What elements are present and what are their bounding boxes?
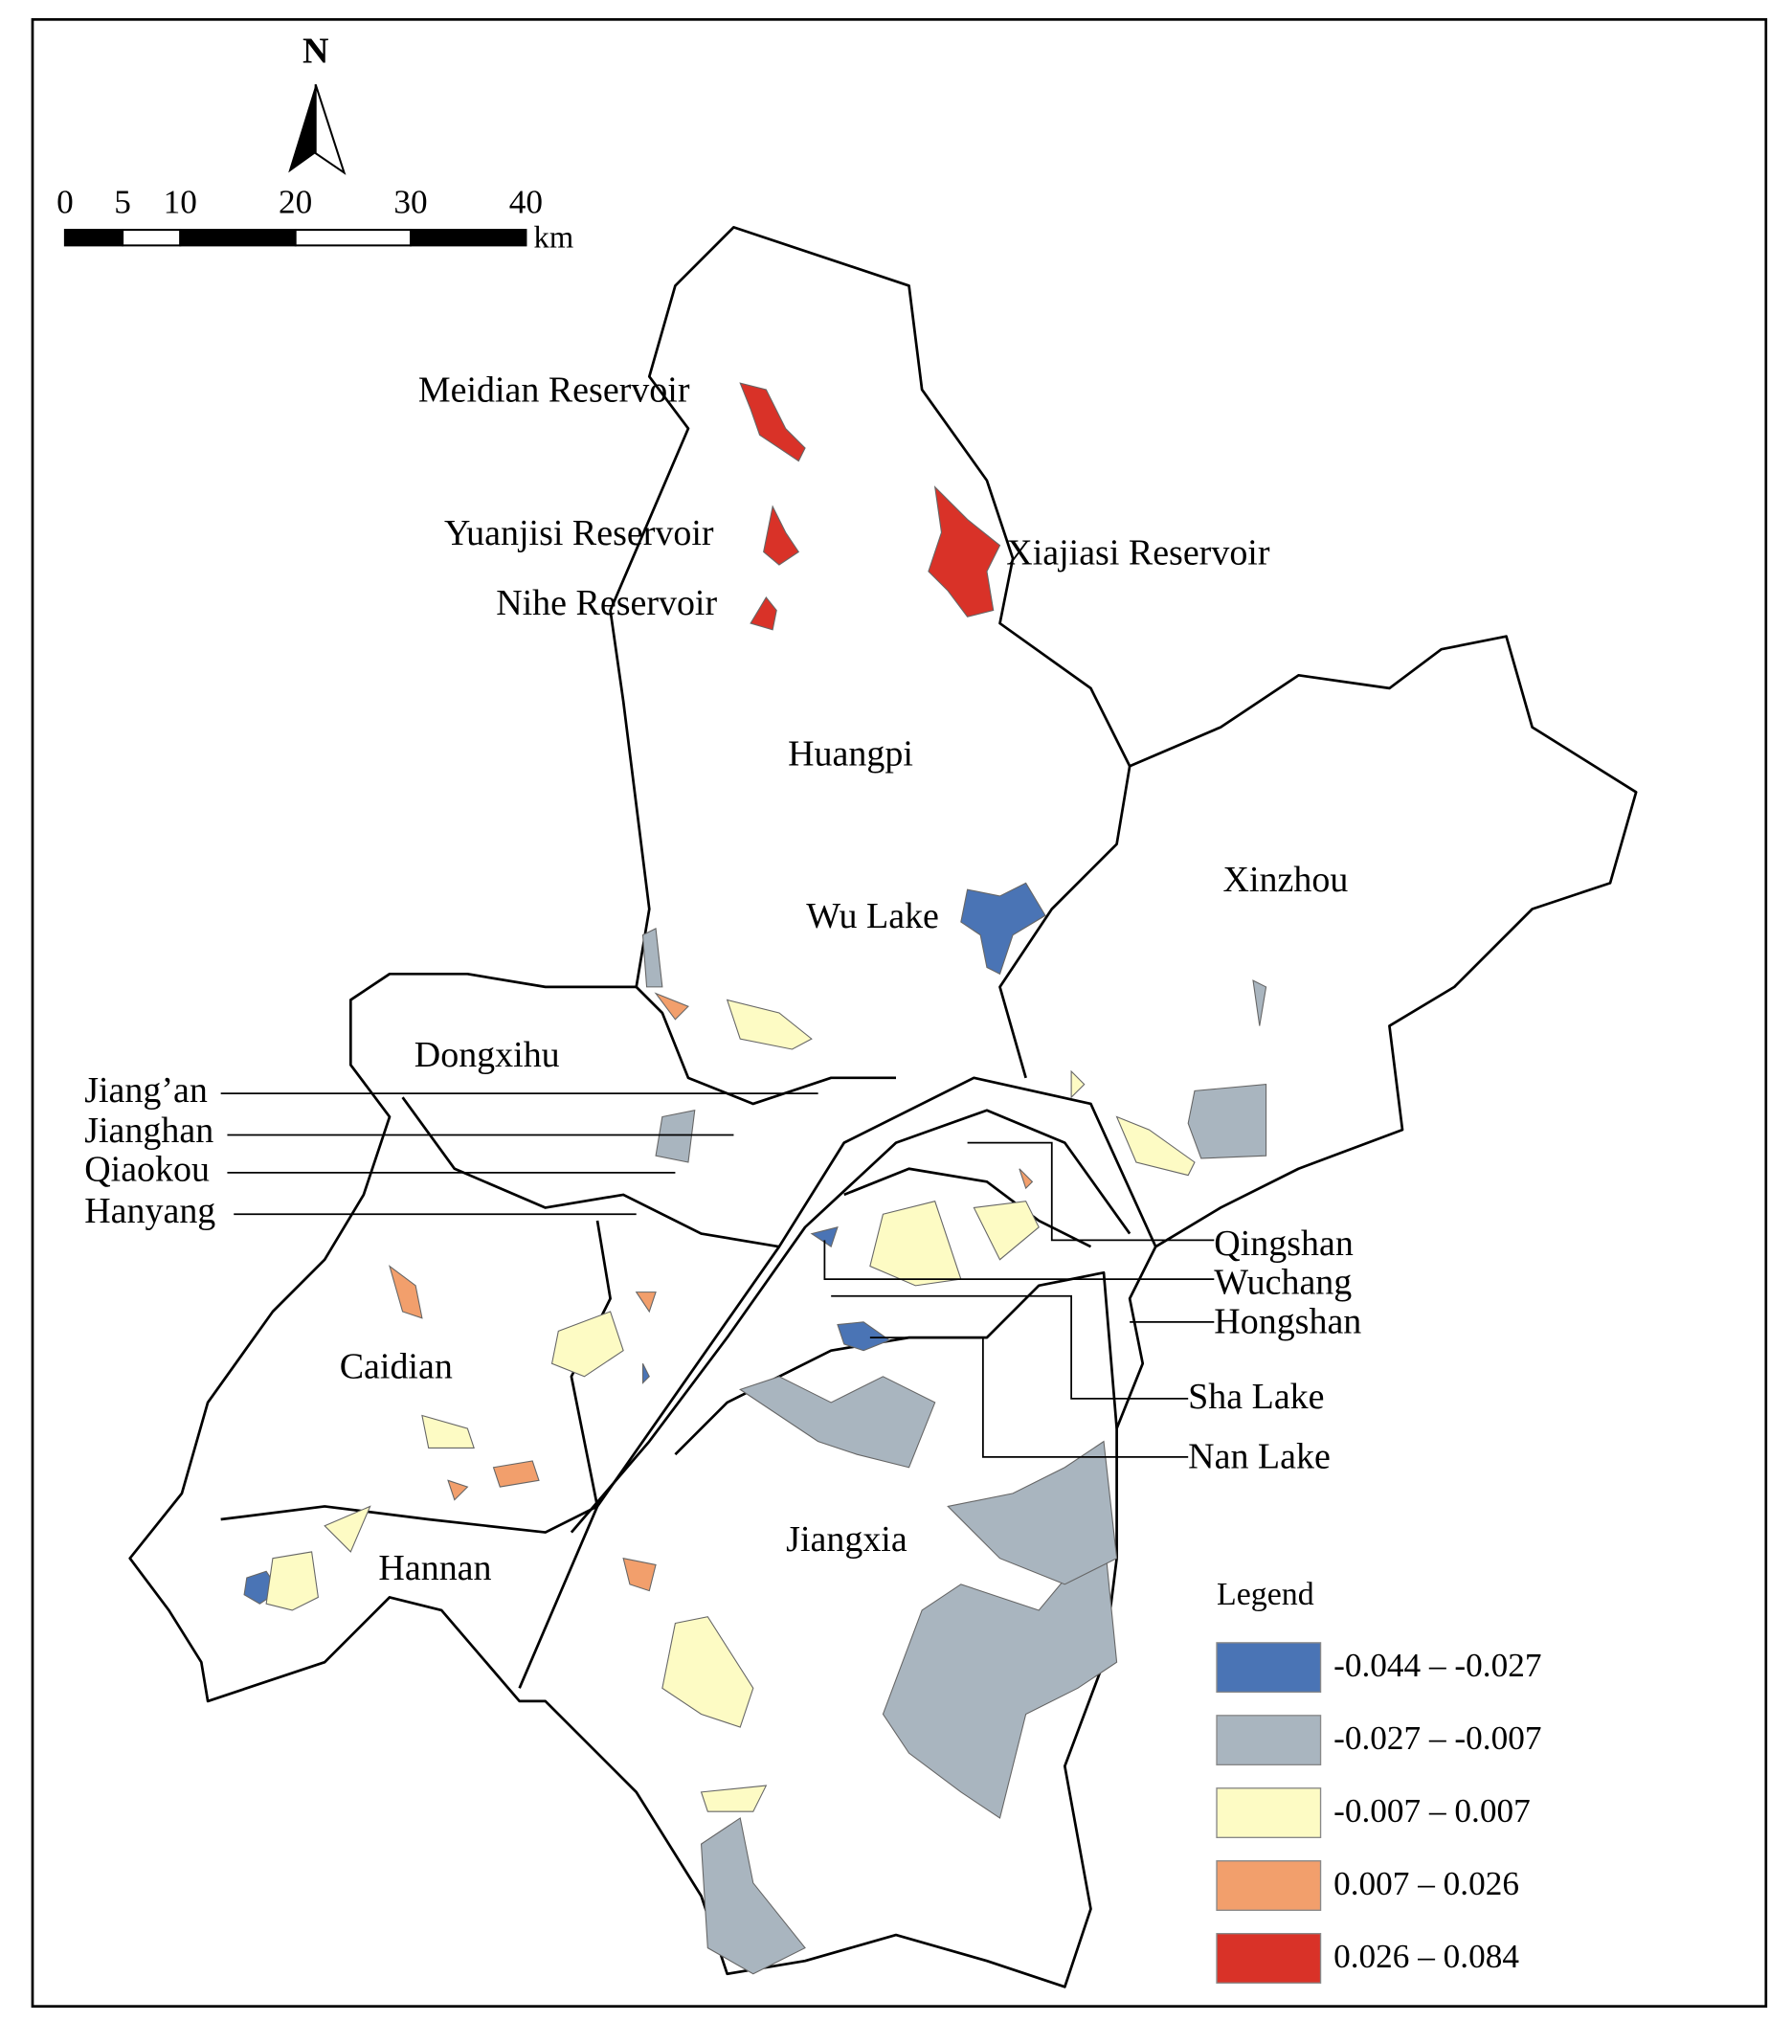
water-body — [763, 505, 800, 566]
water-label: Meidian Reservoir — [418, 371, 690, 411]
water-body — [421, 1414, 475, 1449]
legend-label: 0.026 – 0.084 — [1333, 1938, 1519, 1975]
water-label: Nihe Reservoir — [496, 583, 717, 623]
water-body — [1115, 1115, 1196, 1177]
district-boundary — [998, 766, 1131, 1079]
north-arrow — [288, 84, 316, 173]
legend-swatch — [1216, 1860, 1322, 1911]
city-boundary — [128, 226, 1638, 1988]
district-label: Jianghan — [84, 1111, 213, 1151]
district-label: Qiaokou — [84, 1150, 210, 1190]
frame — [31, 17, 1768, 2009]
district-label: Huangpi — [788, 734, 913, 775]
water-body — [869, 1201, 962, 1287]
legend-label: 0.007 – 0.026 — [1333, 1865, 1519, 1902]
leader-lines — [220, 1092, 1215, 1458]
water-body — [447, 1479, 469, 1501]
legend-swatch — [1216, 1933, 1322, 1984]
leader-line — [831, 1294, 1189, 1400]
leader-line — [967, 1141, 1215, 1242]
water-body — [750, 596, 777, 631]
water-body — [655, 1110, 696, 1163]
scale-segment — [410, 229, 527, 247]
leader-line — [823, 1240, 1215, 1280]
legend-swatch — [1216, 1787, 1322, 1839]
district-boundary — [220, 1505, 598, 1534]
scale-tick-label: 10 — [164, 183, 197, 220]
water-body — [1252, 979, 1267, 1026]
water-body — [635, 1292, 657, 1314]
water-body — [973, 1201, 1040, 1261]
district-label: Jiangxia — [786, 1519, 907, 1560]
scale-tick-label: 20 — [279, 183, 312, 220]
water-body — [661, 1616, 754, 1728]
district-label: Qingshan — [1214, 1224, 1354, 1264]
water-label: Wu Lake — [806, 896, 939, 936]
legend: -0.044 – -0.027 -0.027 – -0.007 -0.007 – 0… — [1216, 1642, 1541, 1984]
water-body — [810, 1226, 839, 1248]
water-body — [641, 1362, 650, 1384]
legend-title: Legend — [1217, 1577, 1314, 1612]
water-body — [550, 1311, 624, 1378]
water-body — [654, 992, 689, 1021]
water-body — [324, 1505, 371, 1553]
water-body — [492, 1460, 540, 1488]
legend-label: -0.007 – 0.007 — [1333, 1792, 1531, 1830]
district-boundary — [635, 985, 896, 1106]
legend-label: -0.044 – -0.027 — [1333, 1647, 1541, 1684]
scale-tick-label: 40 — [509, 183, 543, 220]
legend-swatch — [1216, 1642, 1322, 1694]
district-label: Wuchang — [1214, 1263, 1352, 1303]
water-body — [726, 999, 813, 1050]
scale-segment — [122, 229, 182, 247]
scale-segment — [63, 229, 124, 247]
river-bank — [570, 1109, 1131, 1534]
district-label: Xinzhou — [1223, 860, 1349, 900]
scale-tick-label: 30 — [393, 183, 427, 220]
leader-line — [869, 1336, 1189, 1458]
water-body — [928, 485, 1001, 618]
water-body — [1070, 1069, 1086, 1099]
water-label: Xiajiasi Reservoir — [1006, 532, 1270, 573]
water-body — [265, 1551, 319, 1611]
district-boundary — [401, 1096, 780, 1248]
legend-swatch — [1216, 1715, 1322, 1766]
water-label: Sha Lake — [1188, 1377, 1324, 1417]
district-label: Hanyang — [84, 1191, 215, 1231]
water-body — [1019, 1168, 1034, 1190]
district-label: Jiang’an — [84, 1070, 208, 1111]
scale-segment — [179, 229, 297, 247]
water-body — [700, 1785, 768, 1812]
water-body — [389, 1265, 423, 1319]
water-body — [641, 928, 663, 988]
water-bodies — [243, 382, 1267, 1975]
water-label: Yuanjisi Reservoir — [444, 513, 714, 553]
water-body — [1187, 1084, 1267, 1159]
scale-tick-label: 0 — [56, 183, 74, 220]
water-body — [700, 1817, 806, 1975]
scale-unit: km — [534, 220, 574, 255]
north-label: N — [302, 32, 328, 72]
water-body — [882, 1531, 1118, 1819]
district-label: Caidian — [340, 1347, 453, 1387]
water-body — [947, 1440, 1118, 1585]
water-body — [739, 1376, 936, 1469]
district-label: Dongxihu — [414, 1035, 560, 1075]
water-body — [960, 882, 1046, 976]
water-label: Nan Lake — [1188, 1436, 1331, 1476]
water-body — [622, 1557, 657, 1592]
north-arrow — [314, 83, 347, 175]
scale-tick-label: 5 — [114, 183, 131, 220]
district-boundary — [843, 1167, 1092, 1248]
district-label: Hongshan — [1214, 1301, 1361, 1341]
water-body — [837, 1321, 891, 1352]
scale-segment — [294, 229, 413, 247]
water-body — [739, 382, 806, 462]
legend-label: -0.027 – -0.007 — [1333, 1719, 1541, 1757]
district-label: Hannan — [378, 1548, 491, 1588]
